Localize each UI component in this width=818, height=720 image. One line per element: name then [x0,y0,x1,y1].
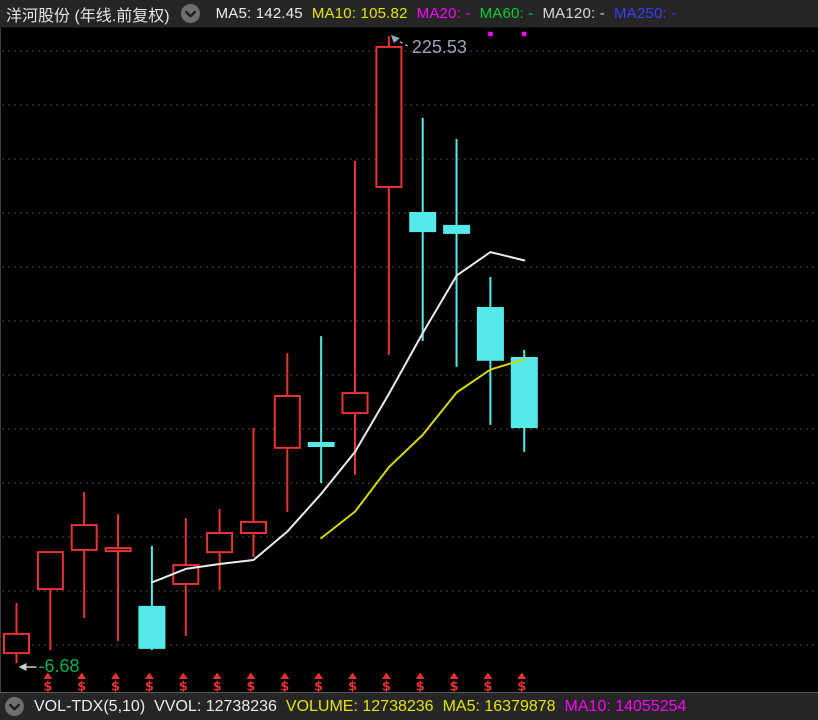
header-indicator-bar: 洋河股份 (年线.前复权) MA5: 142.45 MA10: 105.82 MA2… [0,0,818,28]
dividend-dollar-icon: $ [382,680,391,693]
kline-chart-canvas[interactable]: $ $ $ $ $ $ $ $ $ $ $ $ $ $ $225.53 -6.68 [1,28,818,692]
dividend-arrow-icon [43,672,53,679]
volume-indicator-label: VVOL: 12738236 [154,697,277,715]
dividend-dollar-icon: $ [111,680,120,693]
ma-indicator-label: MA250: - [613,5,677,22]
dividend-dollar-icon: $ [483,680,492,693]
candle-body [375,45,403,189]
dividend-arrow-icon [483,672,493,679]
volume-indicator-label: MA10: 14055254 [564,697,687,715]
dividend-arrow-icon [280,672,290,679]
dividend-arrow-icon [111,672,121,679]
dividend-dollar-icon: $ [280,680,289,693]
dividend-arrow-icon [415,672,425,679]
kline-chart[interactable]: $ $ $ $ $ $ $ $ $ $ $ $ $ $ $225.53 -6.68 [0,28,818,692]
volume-indicator-label: VOLUME: 12738236 [285,697,434,715]
annotation-arrowhead [18,663,27,672]
dividend-dollar-icon: $ [314,680,323,693]
dividend-arrow-icon [348,672,357,679]
dividend-arrow-icon [314,672,324,679]
ma-indicator-label: MA5: 142.45 [215,5,303,22]
ma-indicator-list: MA5: 142.45 MA10: 105.82 MA20: - MA60: - MA1… [207,5,677,22]
dividend-dollar-icon: $ [43,680,52,693]
dividend-dollar-icon: $ [416,680,425,693]
volume-indicator-label: MA5: 16379878 [442,697,556,715]
candle-body [409,212,437,233]
chevron-down-icon[interactable] [180,3,201,24]
dividend-dollar-icon: $ [77,680,86,693]
high-price-label: 225.53 [412,37,467,57]
candle-body [70,524,98,551]
volume-indicator-label: VOL-TDX(5,10) [34,697,146,715]
ma-indicator-label: MA120: - [542,5,605,22]
dividend-dollar-icon: $ [246,680,255,693]
candle-body [240,520,267,534]
dividend-arrow-icon [517,672,527,679]
annotation-arrowhead [390,35,400,44]
dividend-arrow-icon [381,672,391,679]
candle-body [341,392,369,415]
candle-body [510,357,538,429]
ma5-line [150,251,526,584]
dividend-dollar-icon: $ [348,680,357,693]
ma10-line [320,358,526,540]
dividend-arrow-icon [144,672,154,679]
dividend-dollar-icon: $ [179,680,188,693]
symbol-title[interactable]: 洋河股份 (年线.前复权) [6,7,170,25]
ma-indicator-label: MA10: 105.82 [311,5,408,22]
low-price-label: -6.68 [39,656,80,676]
magenta-dot [522,31,527,37]
dividend-dollar-icon: $ [145,680,154,693]
magenta-dot [488,31,493,37]
volume-indicator-list: VOL-TDX(5,10) VVOL: 12738236 VOLUME: 12738… [25,698,686,716]
candle-body [104,547,132,553]
dividend-arrow-icon [449,672,459,679]
ma-indicator-label: MA60: - [479,5,534,22]
candle-body [138,605,166,649]
volume-indicator-bar: VOL-TDX(5,10) VVOL: 12738236 VOLUME: 12738… [0,692,818,720]
candle-body [273,395,301,449]
dividend-arrow-icon [178,672,188,679]
candle-body [206,532,234,554]
dividend-arrow-icon [212,672,222,679]
candle-body [36,551,64,591]
dividend-arrow-icon [77,672,87,679]
dividend-dollar-icon: $ [213,680,222,693]
candle-body [307,442,335,447]
ma-indicator-label: MA20: - [416,5,471,22]
candle-body [443,224,471,234]
dividend-dollar-icon: $ [450,680,459,693]
dividend-arrow-icon [246,672,256,679]
candle-body [476,307,504,361]
dividend-dollar-icon: $ [517,680,526,693]
candle-body [3,632,30,655]
chevron-down-icon[interactable] [4,696,25,717]
